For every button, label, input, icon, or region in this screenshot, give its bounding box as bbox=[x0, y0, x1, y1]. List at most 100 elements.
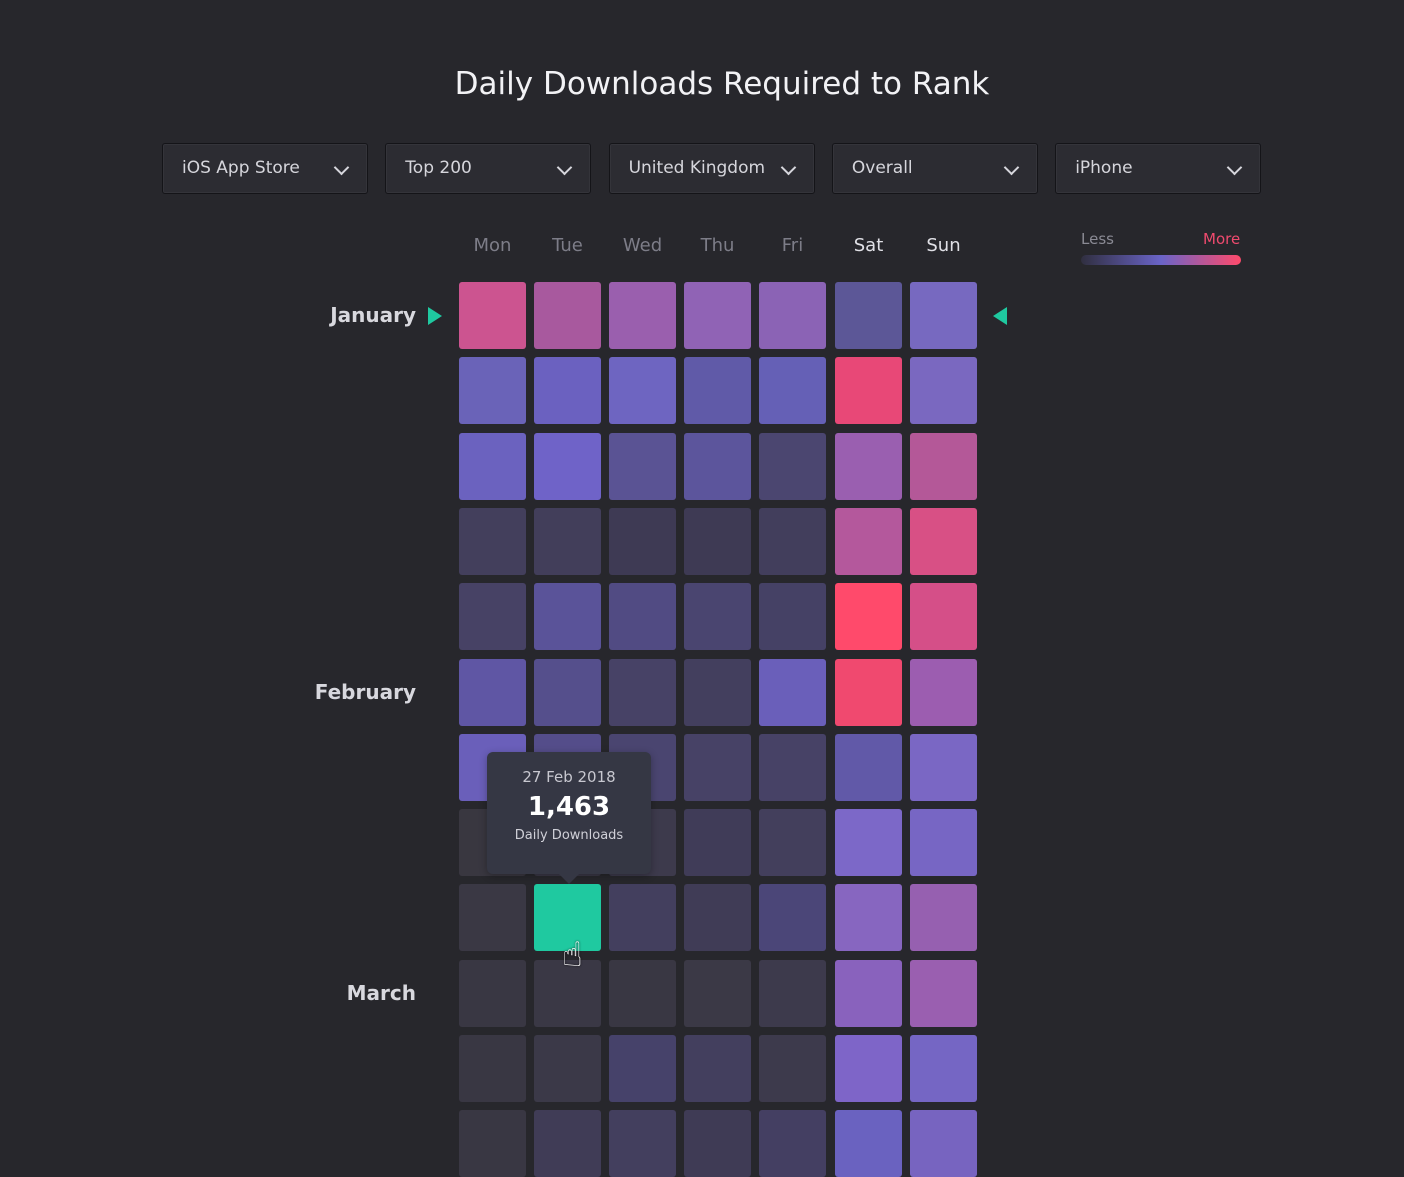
heatmap-cell[interactable] bbox=[835, 959, 902, 1027]
page-title: Daily Downloads Required to Rank bbox=[454, 66, 990, 102]
heatmap-cell[interactable] bbox=[534, 507, 601, 575]
filter-value: iOS App Store bbox=[182, 158, 300, 178]
heatmap-cell[interactable] bbox=[609, 282, 676, 349]
heatmap-cell[interactable] bbox=[684, 809, 751, 877]
day-label-fri: Fri bbox=[781, 235, 804, 256]
heatmap-cell[interactable] bbox=[759, 282, 826, 349]
heatmap-cell[interactable] bbox=[534, 282, 601, 349]
heatmap-cell[interactable] bbox=[910, 959, 977, 1027]
heatmap-cell[interactable] bbox=[609, 583, 676, 651]
heatmap-cell[interactable] bbox=[684, 507, 751, 575]
heatmap-cell[interactable] bbox=[759, 1035, 826, 1102]
legend-more-label: More bbox=[1203, 230, 1241, 248]
heatmap-cell[interactable] bbox=[910, 583, 977, 651]
heatmap-cell[interactable] bbox=[459, 884, 526, 952]
heatmap-cell[interactable] bbox=[759, 733, 826, 801]
heatmap-cell[interactable] bbox=[684, 432, 751, 500]
row-marker-right-arrow-icon bbox=[428, 307, 442, 325]
month-label-january: January bbox=[330, 303, 416, 327]
heatmap-cell[interactable] bbox=[534, 357, 601, 425]
tooltip-value: 1,463 bbox=[527, 792, 611, 822]
heatmap-cell[interactable] bbox=[534, 432, 601, 500]
heatmap-cell[interactable] bbox=[534, 583, 601, 651]
filter-value: United Kingdom bbox=[628, 158, 766, 178]
heatmap-cell[interactable] bbox=[534, 959, 601, 1027]
day-label-tue: Tue bbox=[552, 235, 583, 256]
tooltip: 27 Feb 2018 1,463 Daily Downloads bbox=[487, 752, 651, 884]
heatmap-cell[interactable] bbox=[459, 507, 526, 575]
heatmap-cell[interactable] bbox=[910, 357, 977, 425]
heatmap-cell[interactable] bbox=[835, 357, 902, 425]
filter-dropdown-3[interactable]: Overall bbox=[831, 143, 1038, 194]
heatmap-cell[interactable] bbox=[459, 1110, 526, 1177]
chevron-down-icon bbox=[1226, 159, 1243, 176]
legend-less-label: Less bbox=[1081, 230, 1114, 248]
chevron-down-icon bbox=[780, 159, 796, 176]
heatmap-cell[interactable] bbox=[459, 282, 526, 349]
heatmap-cell[interactable] bbox=[910, 1110, 977, 1177]
filter-dropdown-4[interactable]: iPhone bbox=[1055, 143, 1262, 194]
filter-dropdown-1[interactable]: Top 200 bbox=[385, 143, 592, 194]
heatmap-cell[interactable] bbox=[609, 507, 676, 575]
heatmap-cell[interactable] bbox=[684, 733, 751, 801]
tooltip-label: Daily Downloads bbox=[514, 828, 624, 843]
heatmap-cell[interactable] bbox=[835, 884, 902, 952]
heatmap-cell[interactable] bbox=[835, 658, 902, 726]
heatmap-cell[interactable] bbox=[459, 658, 526, 726]
heatmap-cell[interactable] bbox=[910, 884, 977, 952]
filter-value: Overall bbox=[851, 158, 913, 178]
heatmap-cell[interactable] bbox=[684, 282, 751, 349]
heatmap-cell[interactable] bbox=[684, 959, 751, 1027]
heatmap-cell[interactable] bbox=[910, 809, 977, 877]
heatmap-cell[interactable] bbox=[609, 357, 676, 425]
heatmap-cell[interactable] bbox=[609, 959, 676, 1027]
heatmap-cell[interactable] bbox=[684, 1035, 751, 1102]
heatmap-cell[interactable] bbox=[835, 809, 902, 877]
heatmap-cell[interactable] bbox=[759, 432, 826, 500]
heatmap-cell[interactable] bbox=[910, 432, 977, 500]
heatmap-cell[interactable] bbox=[609, 884, 676, 952]
heatmap-cell[interactable] bbox=[534, 884, 601, 952]
heatmap-cell[interactable] bbox=[835, 1035, 902, 1102]
heatmap-cell[interactable] bbox=[759, 884, 826, 952]
heatmap-cell[interactable] bbox=[534, 658, 601, 726]
heatmap-cell[interactable] bbox=[835, 1110, 902, 1177]
heatmap-cell[interactable] bbox=[759, 583, 826, 651]
heatmap-cell[interactable] bbox=[759, 1110, 826, 1177]
heatmap-cell[interactable] bbox=[459, 583, 526, 651]
heatmap-cell[interactable] bbox=[910, 658, 977, 726]
heatmap-cell[interactable] bbox=[609, 1110, 676, 1177]
heatmap-cell[interactable] bbox=[459, 357, 526, 425]
heatmap-cell[interactable] bbox=[759, 357, 826, 425]
heatmap-cell[interactable] bbox=[835, 733, 902, 801]
heatmap-cell[interactable] bbox=[609, 432, 676, 500]
filter-dropdown-0[interactable]: iOS App Store bbox=[162, 143, 368, 194]
heatmap-cell[interactable] bbox=[759, 809, 826, 877]
heatmap-cell[interactable] bbox=[910, 282, 977, 349]
heatmap-cell[interactable] bbox=[759, 658, 826, 726]
heatmap-cell[interactable] bbox=[534, 1035, 601, 1102]
heatmap-cell[interactable] bbox=[835, 507, 902, 575]
heatmap-cell[interactable] bbox=[759, 959, 826, 1027]
heatmap-cell[interactable] bbox=[910, 733, 977, 801]
heatmap-cell[interactable] bbox=[609, 1035, 676, 1102]
heatmap-cell[interactable] bbox=[835, 282, 902, 349]
heatmap-cell[interactable] bbox=[459, 959, 526, 1027]
heatmap-cell[interactable] bbox=[910, 1035, 977, 1102]
heatmap-cell[interactable] bbox=[459, 432, 526, 500]
heatmap-cell[interactable] bbox=[684, 884, 751, 952]
heatmap-cell[interactable] bbox=[835, 432, 902, 500]
heatmap-cell[interactable] bbox=[609, 658, 676, 726]
heatmap-cell[interactable] bbox=[684, 357, 751, 425]
heatmap-cell[interactable] bbox=[759, 507, 826, 575]
hand-cursor-icon: ☝ bbox=[562, 935, 583, 975]
filter-dropdown-2[interactable]: United Kingdom bbox=[608, 143, 815, 194]
heatmap-cell[interactable] bbox=[910, 507, 977, 575]
heatmap-cell[interactable] bbox=[534, 1110, 601, 1177]
heatmap-cell[interactable] bbox=[684, 583, 751, 651]
heatmap-cell[interactable] bbox=[835, 583, 902, 651]
heatmap-cell[interactable] bbox=[684, 1110, 751, 1177]
heatmap-cell[interactable] bbox=[684, 658, 751, 726]
heatmap-cell[interactable] bbox=[459, 1035, 526, 1102]
chevron-down-icon bbox=[1003, 159, 1020, 176]
